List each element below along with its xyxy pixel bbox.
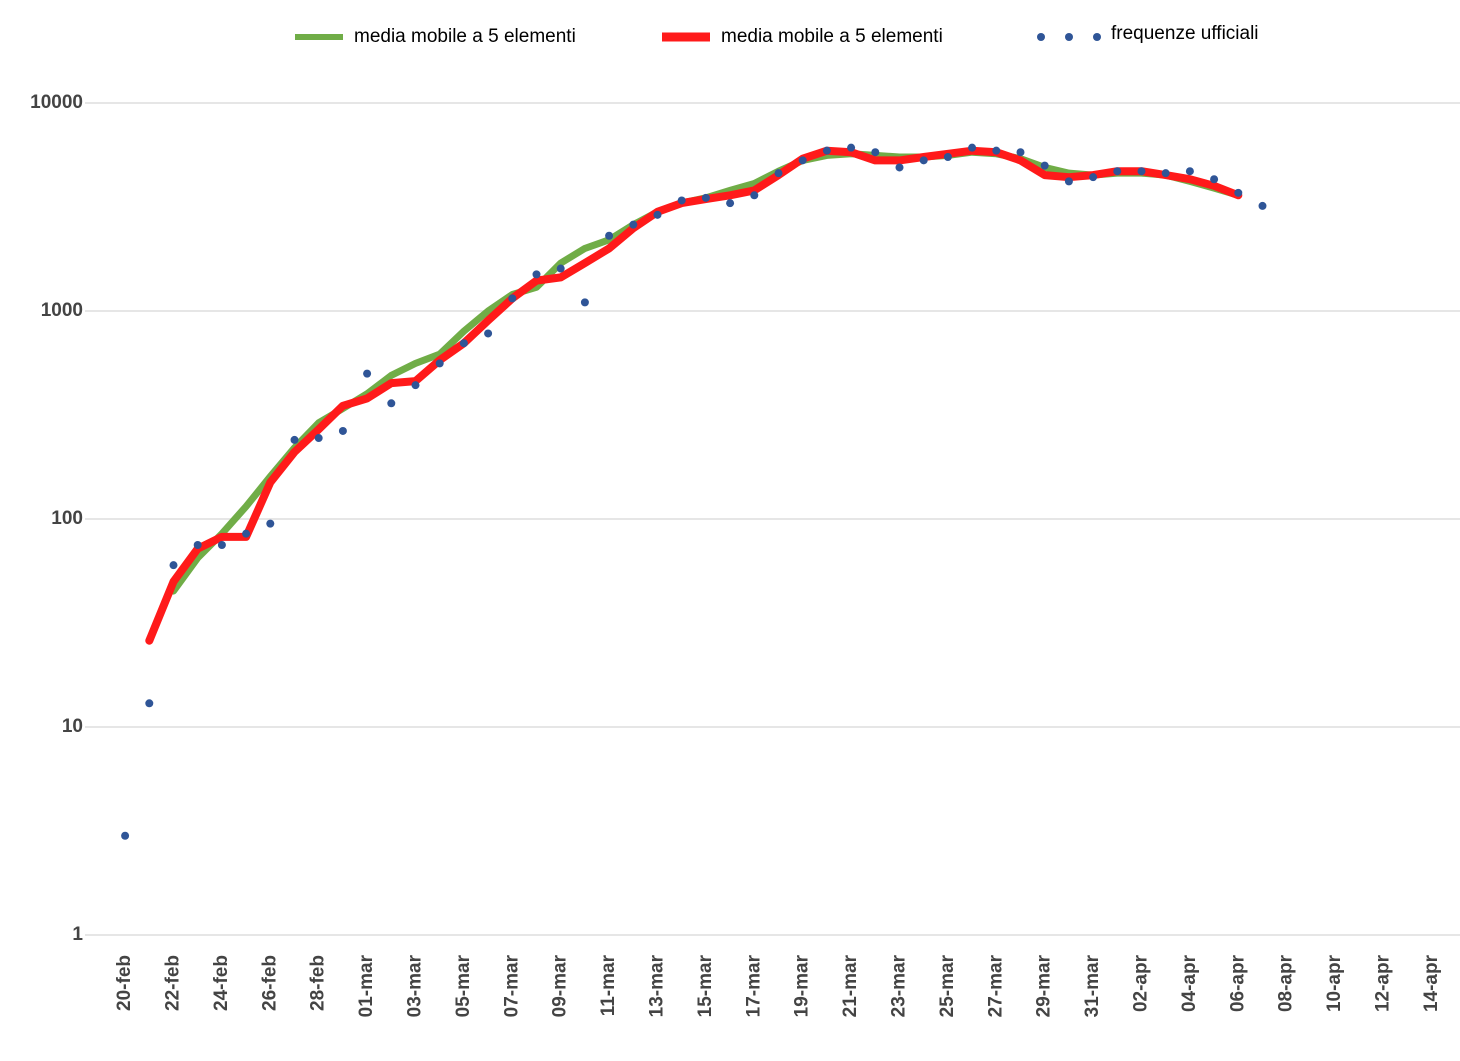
data-point: [242, 529, 251, 538]
y-tick-label: 1: [72, 924, 83, 945]
x-tick-label: 25-mar: [937, 954, 958, 1017]
data-point: [1210, 175, 1219, 184]
data-point: [290, 435, 299, 444]
x-tick-label: 20-feb: [114, 955, 135, 1011]
x-tick-label: 27-mar: [985, 954, 1006, 1017]
data-point: [871, 148, 880, 157]
data-point: [1258, 201, 1267, 210]
y-tick-label: 10: [62, 716, 83, 737]
data-point: [217, 540, 226, 549]
data-point: [459, 339, 468, 348]
x-tick-label: 13-mar: [647, 954, 668, 1017]
x-tick-label: 11-mar: [598, 954, 619, 1016]
x-tick-label: 15-mar: [695, 954, 716, 1017]
x-tick-label: 17-mar: [743, 954, 764, 1017]
x-tick-label: 12-apr: [1373, 954, 1394, 1012]
data-point: [701, 193, 710, 202]
x-tick-label: 07-mar: [501, 954, 522, 1017]
legend-marker: [1037, 33, 1045, 41]
x-tick-label: 31-mar: [1082, 954, 1103, 1017]
y-tick-label: 10000: [30, 92, 83, 113]
data-point: [1161, 169, 1170, 178]
x-tick-label: 21-mar: [840, 954, 861, 1017]
data-point: [1064, 177, 1073, 186]
data-point: [895, 163, 904, 172]
x-tick-label: 29-mar: [1034, 954, 1055, 1017]
data-point: [605, 231, 614, 240]
data-point: [508, 294, 517, 303]
data-point: [919, 156, 928, 165]
data-point: [1089, 173, 1098, 182]
x-tick-label: 08-apr: [1276, 954, 1297, 1012]
data-point: [363, 369, 372, 378]
data-point: [677, 196, 686, 205]
data-point: [1137, 167, 1146, 176]
y-tick-label: 1000: [41, 300, 83, 321]
data-point: [943, 153, 952, 162]
data-point: [1185, 167, 1194, 176]
data-point: [169, 561, 178, 570]
x-tick-label: 05-mar: [453, 954, 474, 1017]
x-tick-label: 26-feb: [259, 955, 280, 1011]
data-point: [435, 359, 444, 368]
data-point: [726, 199, 735, 208]
x-tick-label: 22-feb: [163, 955, 184, 1011]
data-point: [653, 210, 662, 219]
x-tick-label: 19-mar: [792, 954, 813, 1017]
data-line: [145, 146, 1243, 645]
data-point: [193, 540, 202, 549]
data-point: [532, 270, 541, 279]
x-tick-label: 01-mar: [356, 954, 377, 1017]
legend-label: media mobile a 5 elementi: [354, 26, 576, 47]
data-point: [556, 264, 565, 273]
x-tick-label: 14-apr: [1421, 954, 1442, 1012]
data-point: [847, 143, 856, 152]
x-tick-label: 10-apr: [1324, 954, 1345, 1012]
data-point: [1016, 148, 1025, 157]
x-tick-label: 04-apr: [1179, 954, 1200, 1012]
data-point: [1234, 188, 1243, 197]
legend-marker: [1093, 33, 1101, 41]
y-tick-label: 100: [51, 508, 83, 529]
data-point: [1040, 161, 1049, 170]
data-point: [314, 434, 323, 443]
legend-marker: [1065, 33, 1073, 41]
data-point: [121, 831, 130, 840]
data-point: [822, 146, 831, 155]
x-tick-label: 28-feb: [308, 955, 329, 1011]
data-point: [580, 298, 589, 307]
data-point: [968, 143, 977, 152]
data-point: [145, 699, 154, 708]
data-point: [750, 191, 759, 200]
data-point: [1113, 167, 1122, 176]
legend-label: frequenze ufficiali: [1111, 23, 1259, 44]
data-point: [484, 329, 493, 338]
x-tick-label: 09-mar: [550, 954, 571, 1017]
data-point: [774, 169, 783, 178]
data-point: [387, 399, 396, 408]
data-point: [798, 156, 807, 165]
data-point: [411, 381, 420, 390]
data-point: [338, 426, 347, 435]
x-tick-label: 02-apr: [1131, 954, 1152, 1012]
x-tick-label: 06-apr: [1227, 954, 1248, 1012]
data-point: [629, 220, 638, 229]
data-point: [992, 146, 1001, 155]
x-tick-label: 03-mar: [405, 954, 426, 1017]
data-line: [170, 148, 1242, 595]
data-point: [266, 519, 275, 528]
legend-label: media mobile a 5 elementi: [721, 26, 943, 47]
x-tick-label: 23-mar: [889, 954, 910, 1017]
x-tick-label: 24-feb: [211, 955, 232, 1011]
